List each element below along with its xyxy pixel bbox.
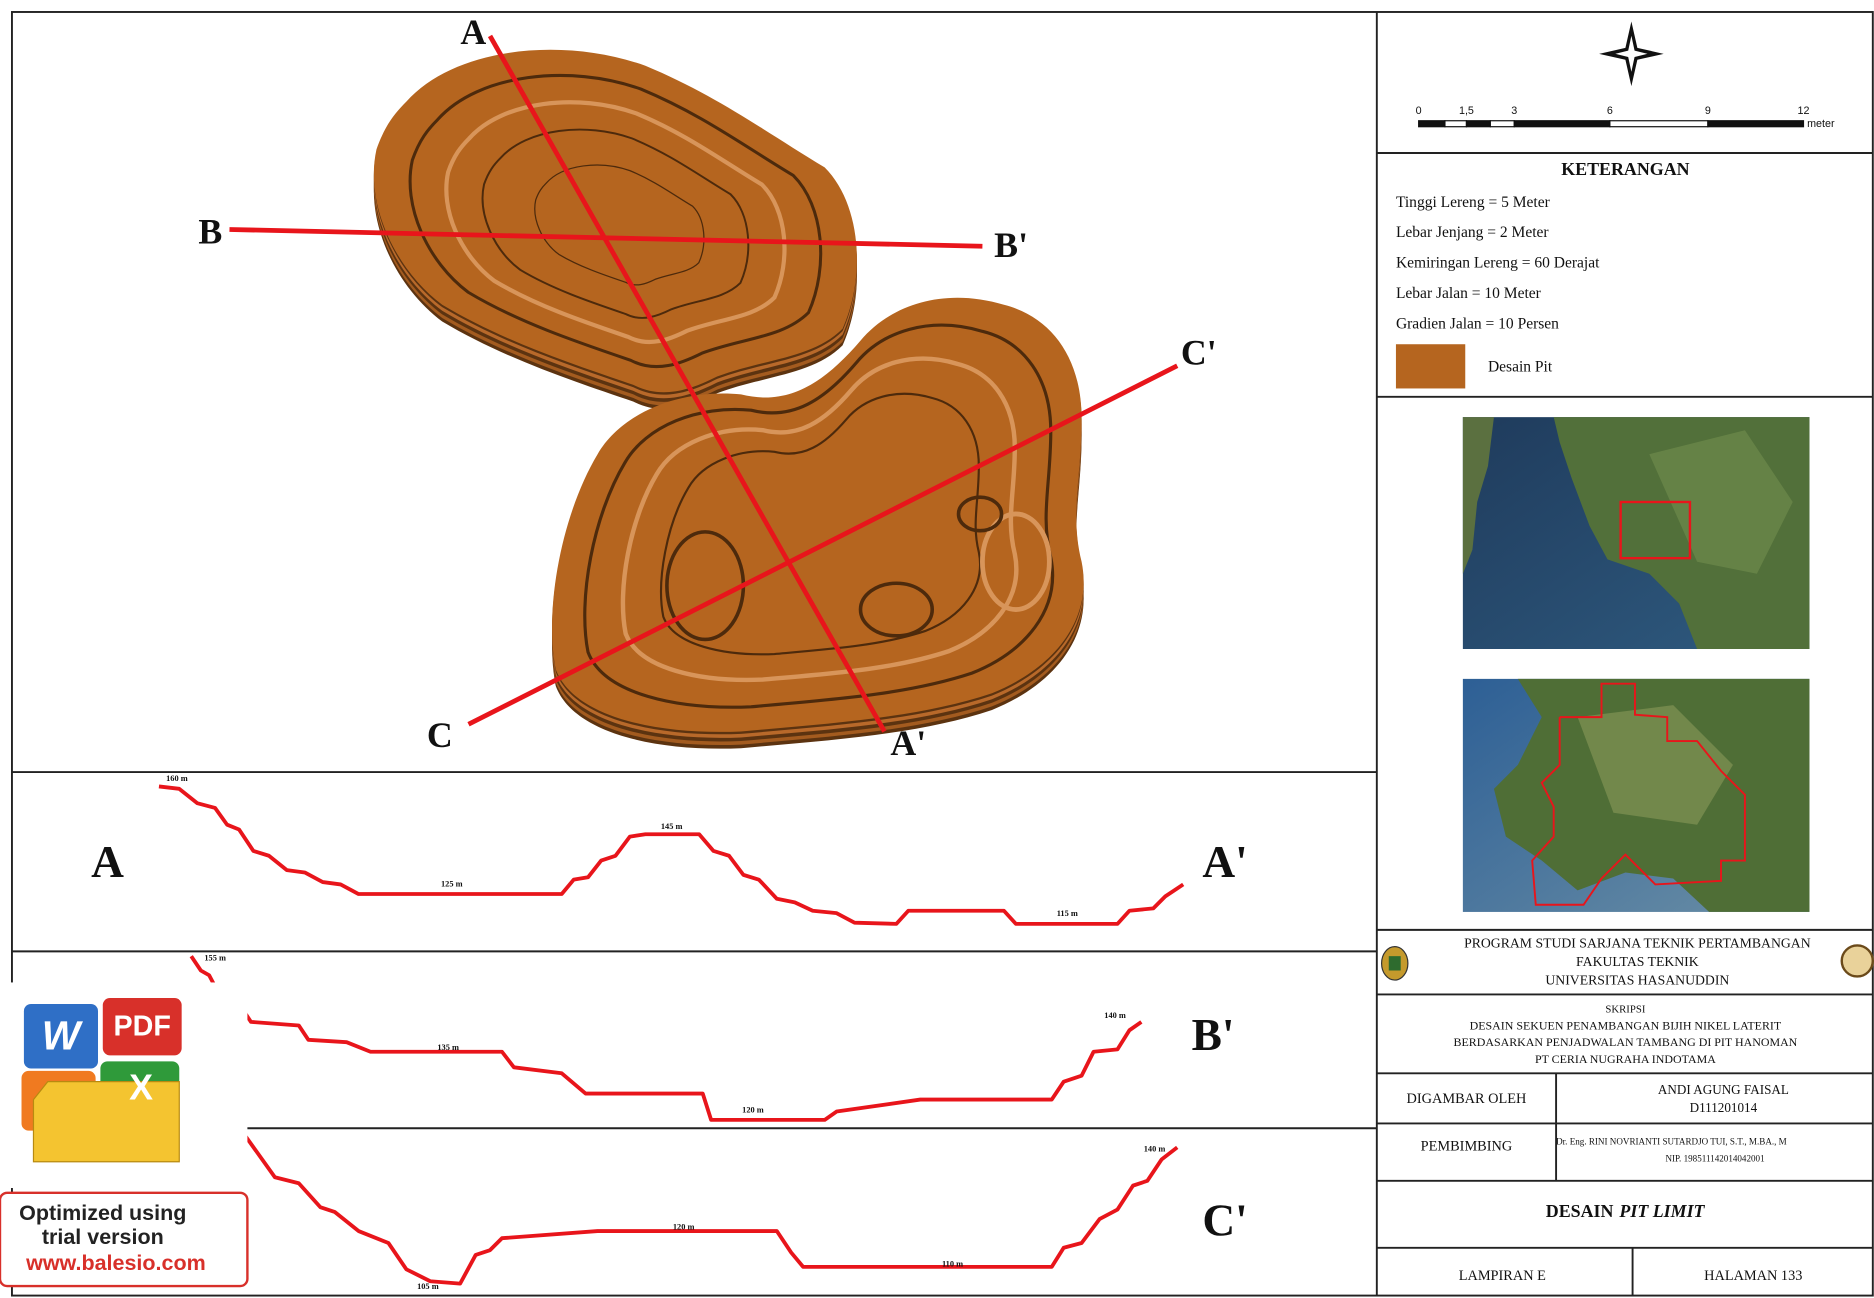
- pit-upper: [374, 50, 857, 409]
- drawn-by-name: ANDI AGUNG FAISAL: [1658, 1082, 1789, 1097]
- institution-line: PROGRAM STUDI SARJANA TEKNIK PERTAMBANGA…: [1464, 935, 1811, 950]
- elevation-label: 120 m: [742, 1105, 764, 1114]
- institution-line: FAKULTAS TEKNIK: [1576, 954, 1699, 969]
- legend-item: Lebar Jalan = 10 Meter: [1396, 285, 1542, 302]
- shape: [1610, 121, 1708, 127]
- legend-item: Lebar Jenjang = 2 Meter: [1396, 224, 1549, 241]
- elevation-label: 145 m: [661, 822, 683, 831]
- pdf-icon: PDF: [114, 1010, 171, 1042]
- section-end-label: A': [1202, 837, 1247, 887]
- section-line-label: B': [994, 225, 1028, 265]
- section-end-label: C': [1202, 1195, 1247, 1245]
- legend-title: KETERANGAN: [1561, 159, 1689, 179]
- elevation-label: 140 m: [1104, 1011, 1126, 1020]
- shape: [1490, 121, 1514, 127]
- elevation-label: 115 m: [1057, 909, 1078, 918]
- scale-label: 0: [1416, 105, 1422, 117]
- department-logo: [1842, 945, 1873, 976]
- section-line-label: C: [427, 715, 453, 755]
- scale-label: 9: [1705, 105, 1711, 117]
- pit-design: [374, 50, 1084, 749]
- shape: [191, 956, 1141, 1120]
- elevation-label: 155 m: [204, 953, 226, 962]
- shape: [374, 50, 857, 393]
- shape: [1389, 956, 1401, 970]
- elevation-label: 120 m: [673, 1222, 695, 1231]
- shape: [1419, 121, 1445, 127]
- supervisor-nip: NIP. 198511142014042001: [1665, 1153, 1764, 1163]
- page: { "plan": {"section_labels": ["A", "A'",…: [0, 0, 1874, 1298]
- scale-unit: meter: [1807, 118, 1835, 130]
- section-line-label: C': [1181, 332, 1217, 372]
- section-line-label: A: [460, 12, 486, 52]
- elevation-label: 105 m: [417, 1282, 439, 1291]
- legend-swatch-label: Desain Pit: [1488, 359, 1553, 376]
- thesis-title-line: DESAIN SEKUEN PENAMBANGAN BIJIH NIKEL LA…: [1470, 1018, 1782, 1032]
- word-icon: W: [42, 1012, 84, 1058]
- appendix-label: LAMPIRAN E: [1459, 1268, 1546, 1284]
- legend-item: Tinggi Lereng = 5 Meter: [1396, 194, 1551, 211]
- supervisor-label: PEMBIMBING: [1421, 1139, 1513, 1155]
- drawn-by-label: DIGAMBAR OLEH: [1407, 1091, 1527, 1107]
- excel-icon: X: [129, 1067, 153, 1107]
- scale-bar: [1419, 121, 1804, 127]
- drawn-by-id: D111201014: [1690, 1100, 1758, 1115]
- section-start-label: A: [91, 837, 124, 887]
- watermark-line: trial version: [42, 1225, 164, 1249]
- shape: [1708, 121, 1804, 127]
- thesis-title-line: BERDASARKAN PENJADWALAN TAMBANG DI PIT H…: [1454, 1035, 1798, 1049]
- page-label: HALAMAN 133: [1704, 1268, 1802, 1284]
- watermark-line: Optimized using: [19, 1201, 186, 1225]
- location-map-regional: [1463, 417, 1810, 649]
- scale-label: 12: [1798, 105, 1810, 117]
- legend-swatch: [1396, 344, 1465, 388]
- thesis-title-line: PT CERIA NUGRAHA INDOTAMA: [1535, 1052, 1716, 1066]
- elevation-label: 160 m: [166, 774, 188, 783]
- section-line-label: A': [890, 723, 926, 763]
- legend-item: Kemiringan Lereng = 60 Derajat: [1396, 255, 1600, 272]
- shape: [1842, 945, 1873, 976]
- section-end-label: B': [1192, 1010, 1235, 1060]
- legend-item: Gradien Jalan = 10 Persen: [1396, 316, 1559, 333]
- elevation-label: 140 m: [1144, 1145, 1166, 1154]
- scale-label: 6: [1607, 105, 1613, 117]
- section-line-label: B: [198, 212, 222, 252]
- shape: [33, 1082, 179, 1162]
- thesis-label: SKRIPSI: [1605, 1003, 1645, 1015]
- sheet-title-italic: PIT LIMIT: [1618, 1201, 1705, 1221]
- shape: [1445, 121, 1467, 127]
- cross-section-profiles: [159, 786, 1183, 1283]
- university-logo: [1382, 947, 1408, 980]
- scale-label: 1,5: [1459, 105, 1474, 117]
- shape: [245, 1135, 1177, 1283]
- shape: [1466, 121, 1490, 127]
- shape: [1514, 121, 1610, 127]
- shape: [1613, 33, 1649, 74]
- scale-label: 3: [1511, 105, 1517, 117]
- elevation-label: 135 m: [437, 1043, 459, 1052]
- location-map-site: [1463, 679, 1810, 912]
- watermark-link: www.balesio.com: [25, 1251, 206, 1275]
- supervisor-name: Dr. Eng. RINI NOVRIANTI SUTARDJO TUI, S.…: [1556, 1137, 1787, 1147]
- north-arrow: [1599, 22, 1664, 87]
- elevation-label: 125 m: [441, 879, 463, 888]
- institution-line: UNIVERSITAS HASANUDDIN: [1545, 972, 1729, 987]
- sheet-title: DESAIN: [1546, 1201, 1614, 1221]
- elevation-label: 110 m: [942, 1259, 963, 1268]
- shape: [159, 786, 1183, 923]
- map-sheet: A A' B B' C C' A A' B' C' 160 m 125 m 145 m 115 m 155 …: [0, 0, 1874, 1298]
